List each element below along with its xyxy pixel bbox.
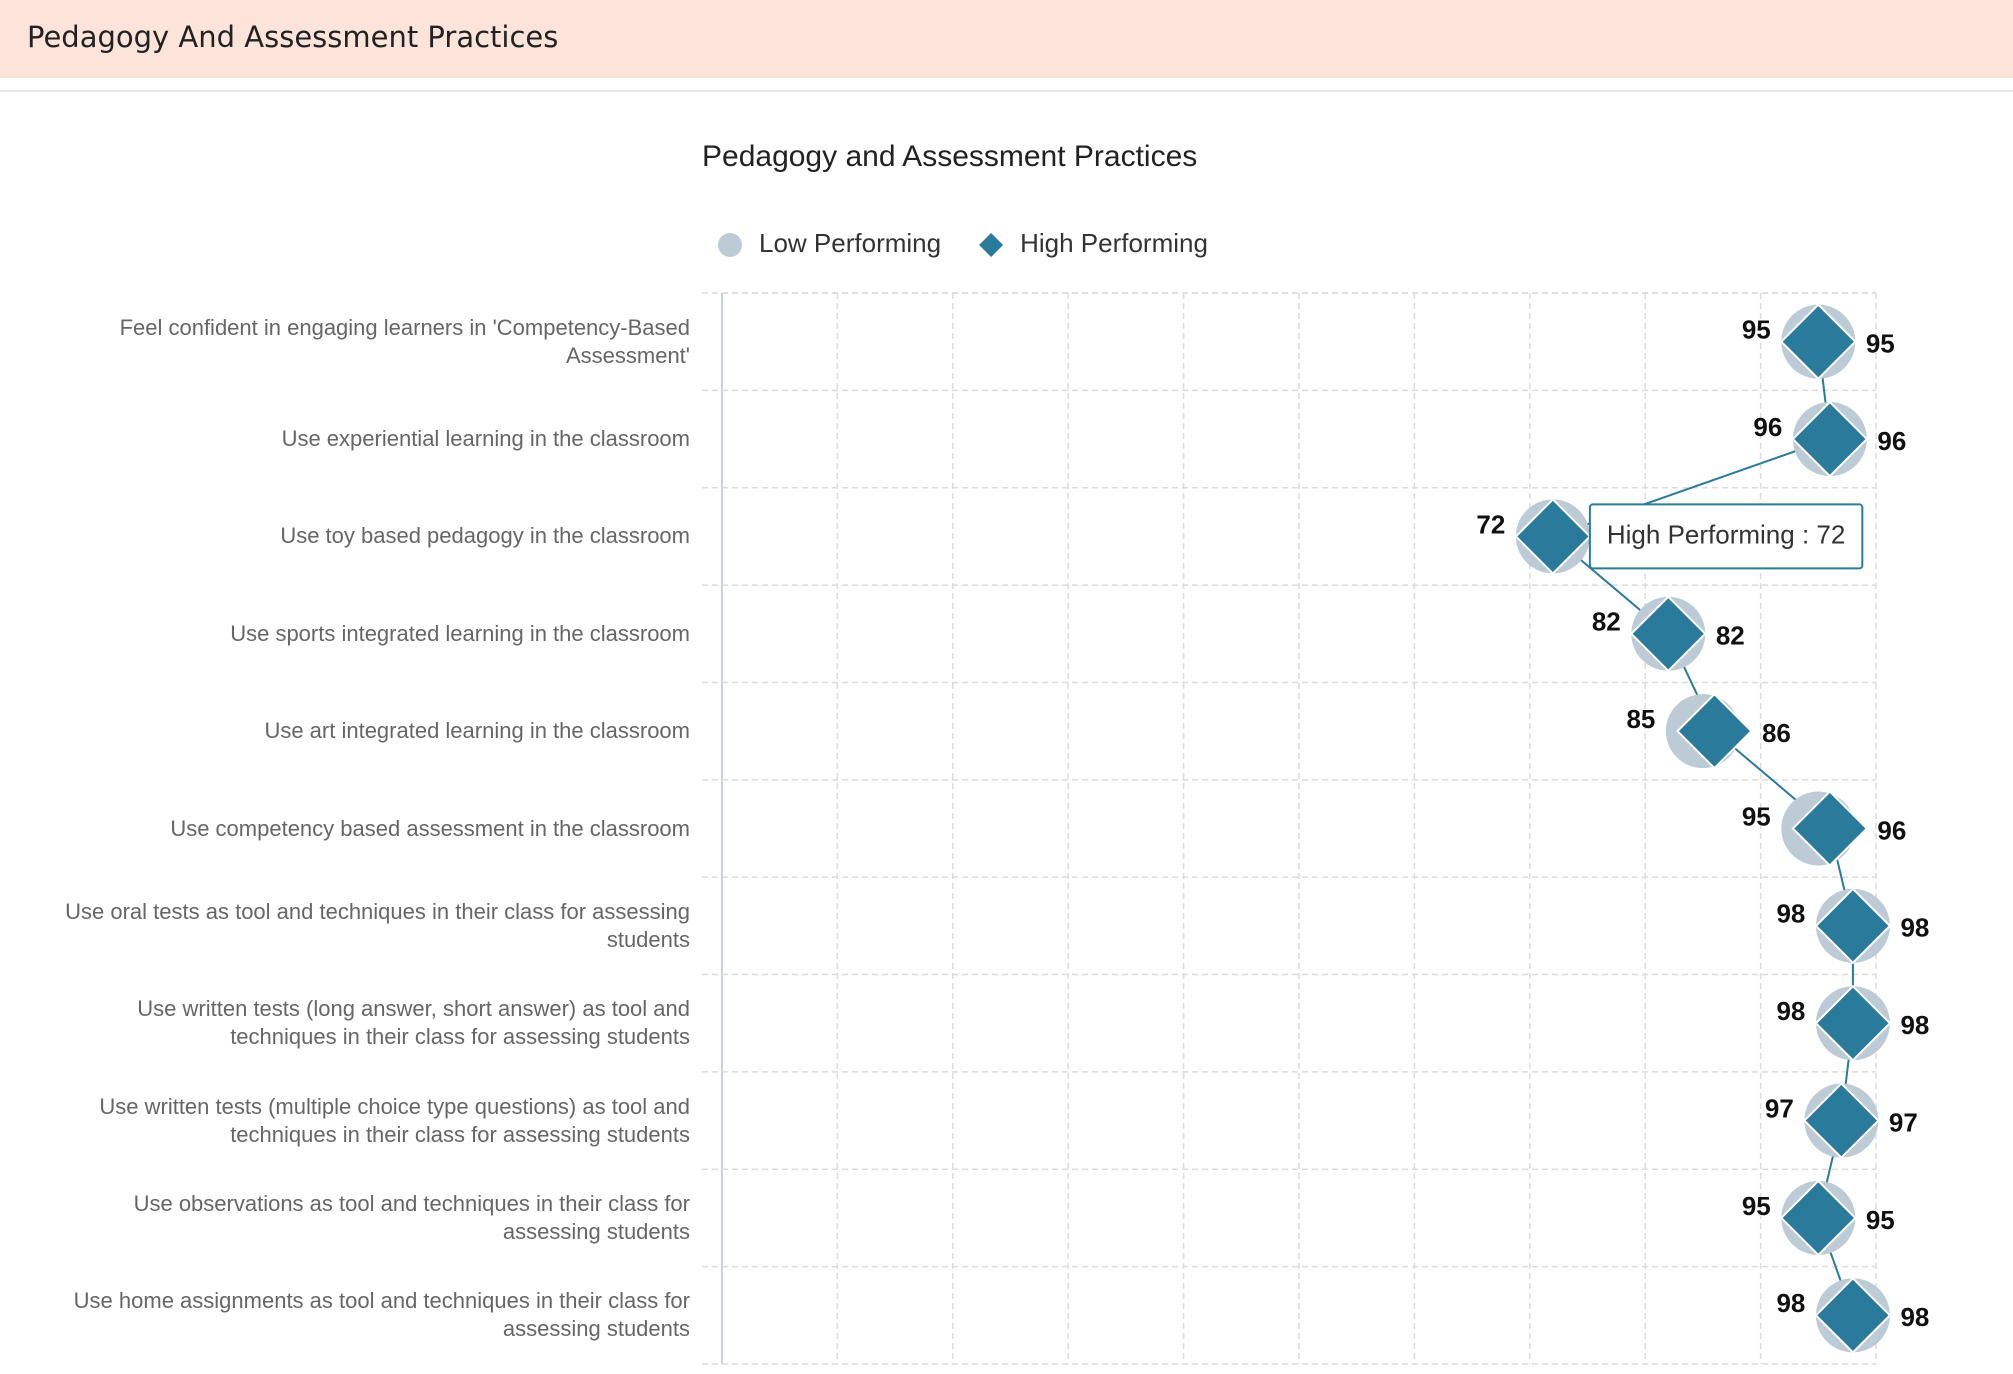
high-marker [1814, 1276, 1892, 1354]
category-label: Use home assignments as tool and techniq… [73, 1288, 690, 1342]
data-label: 95 [1866, 329, 1895, 359]
data-label: 95 [1866, 1205, 1895, 1235]
data-label: 98 [1776, 899, 1805, 929]
tooltip-box [1588, 503, 1864, 570]
high-marker [1779, 1179, 1857, 1257]
tooltip-text: High Performing : 72 [1607, 519, 1845, 549]
high-marker [1802, 1082, 1880, 1160]
data-label: 82 [1592, 607, 1621, 637]
data-label: 98 [1776, 996, 1805, 1026]
category-label: Feel confident in engaging learners in '… [119, 314, 690, 368]
data-label: 96 [1753, 412, 1782, 442]
data-label: 95 [1742, 801, 1771, 831]
category-label: Use written tests (multiple choice type … [99, 1093, 690, 1147]
high-marker [1791, 400, 1869, 478]
data-label: 82 [1716, 621, 1745, 651]
category-label: Use art integrated learning in the class… [264, 718, 690, 744]
high-marker [1791, 790, 1869, 867]
data-label: 98 [1900, 913, 1929, 943]
category-label: Use sports integrated learning in the cl… [230, 620, 690, 646]
high-marker [1814, 887, 1892, 965]
data-label: 96 [1877, 426, 1906, 456]
data-label: 98 [1900, 1302, 1929, 1332]
divider [0, 90, 2013, 92]
high-marker [1676, 692, 1753, 770]
data-label: 98 [1776, 1288, 1805, 1318]
data-label: 85 [1626, 704, 1655, 734]
data-label: 86 [1762, 718, 1791, 748]
data-label: 97 [1889, 1107, 1918, 1137]
legend-marker [718, 233, 742, 257]
legend-marker [979, 233, 1004, 257]
legend-label: Low Performing [759, 228, 941, 258]
header: Pedagogy And Assessment Practices [0, 0, 2013, 78]
category-label: Use observations as tool and techniques … [133, 1190, 690, 1244]
high-marker [1629, 595, 1707, 673]
data-label: 98 [1900, 1010, 1929, 1040]
data-label: 97 [1765, 1093, 1794, 1123]
data-label: 96 [1877, 815, 1906, 845]
high-marker [1814, 984, 1892, 1062]
category-label: Use written tests (long answer, short an… [137, 996, 690, 1050]
legend-label: High Performing [1020, 228, 1208, 258]
category-label: Use competency based assessment in the c… [170, 815, 690, 841]
data-label: 95 [1742, 1191, 1771, 1221]
category-label: Use experiential learning in the classro… [281, 426, 690, 452]
data-label: 72 [1476, 509, 1505, 539]
data-label: 95 [1742, 315, 1771, 345]
high-marker [1514, 497, 1592, 575]
high-marker [1779, 303, 1857, 381]
category-label: Use oral tests as tool and techniques in… [65, 898, 690, 952]
category-label: Use toy based pedagogy in the classroom [280, 523, 690, 549]
chart-title: Pedagogy and Assessment Practices [702, 140, 1197, 173]
header-title: Pedagogy And Assessment Practices [27, 20, 559, 54]
